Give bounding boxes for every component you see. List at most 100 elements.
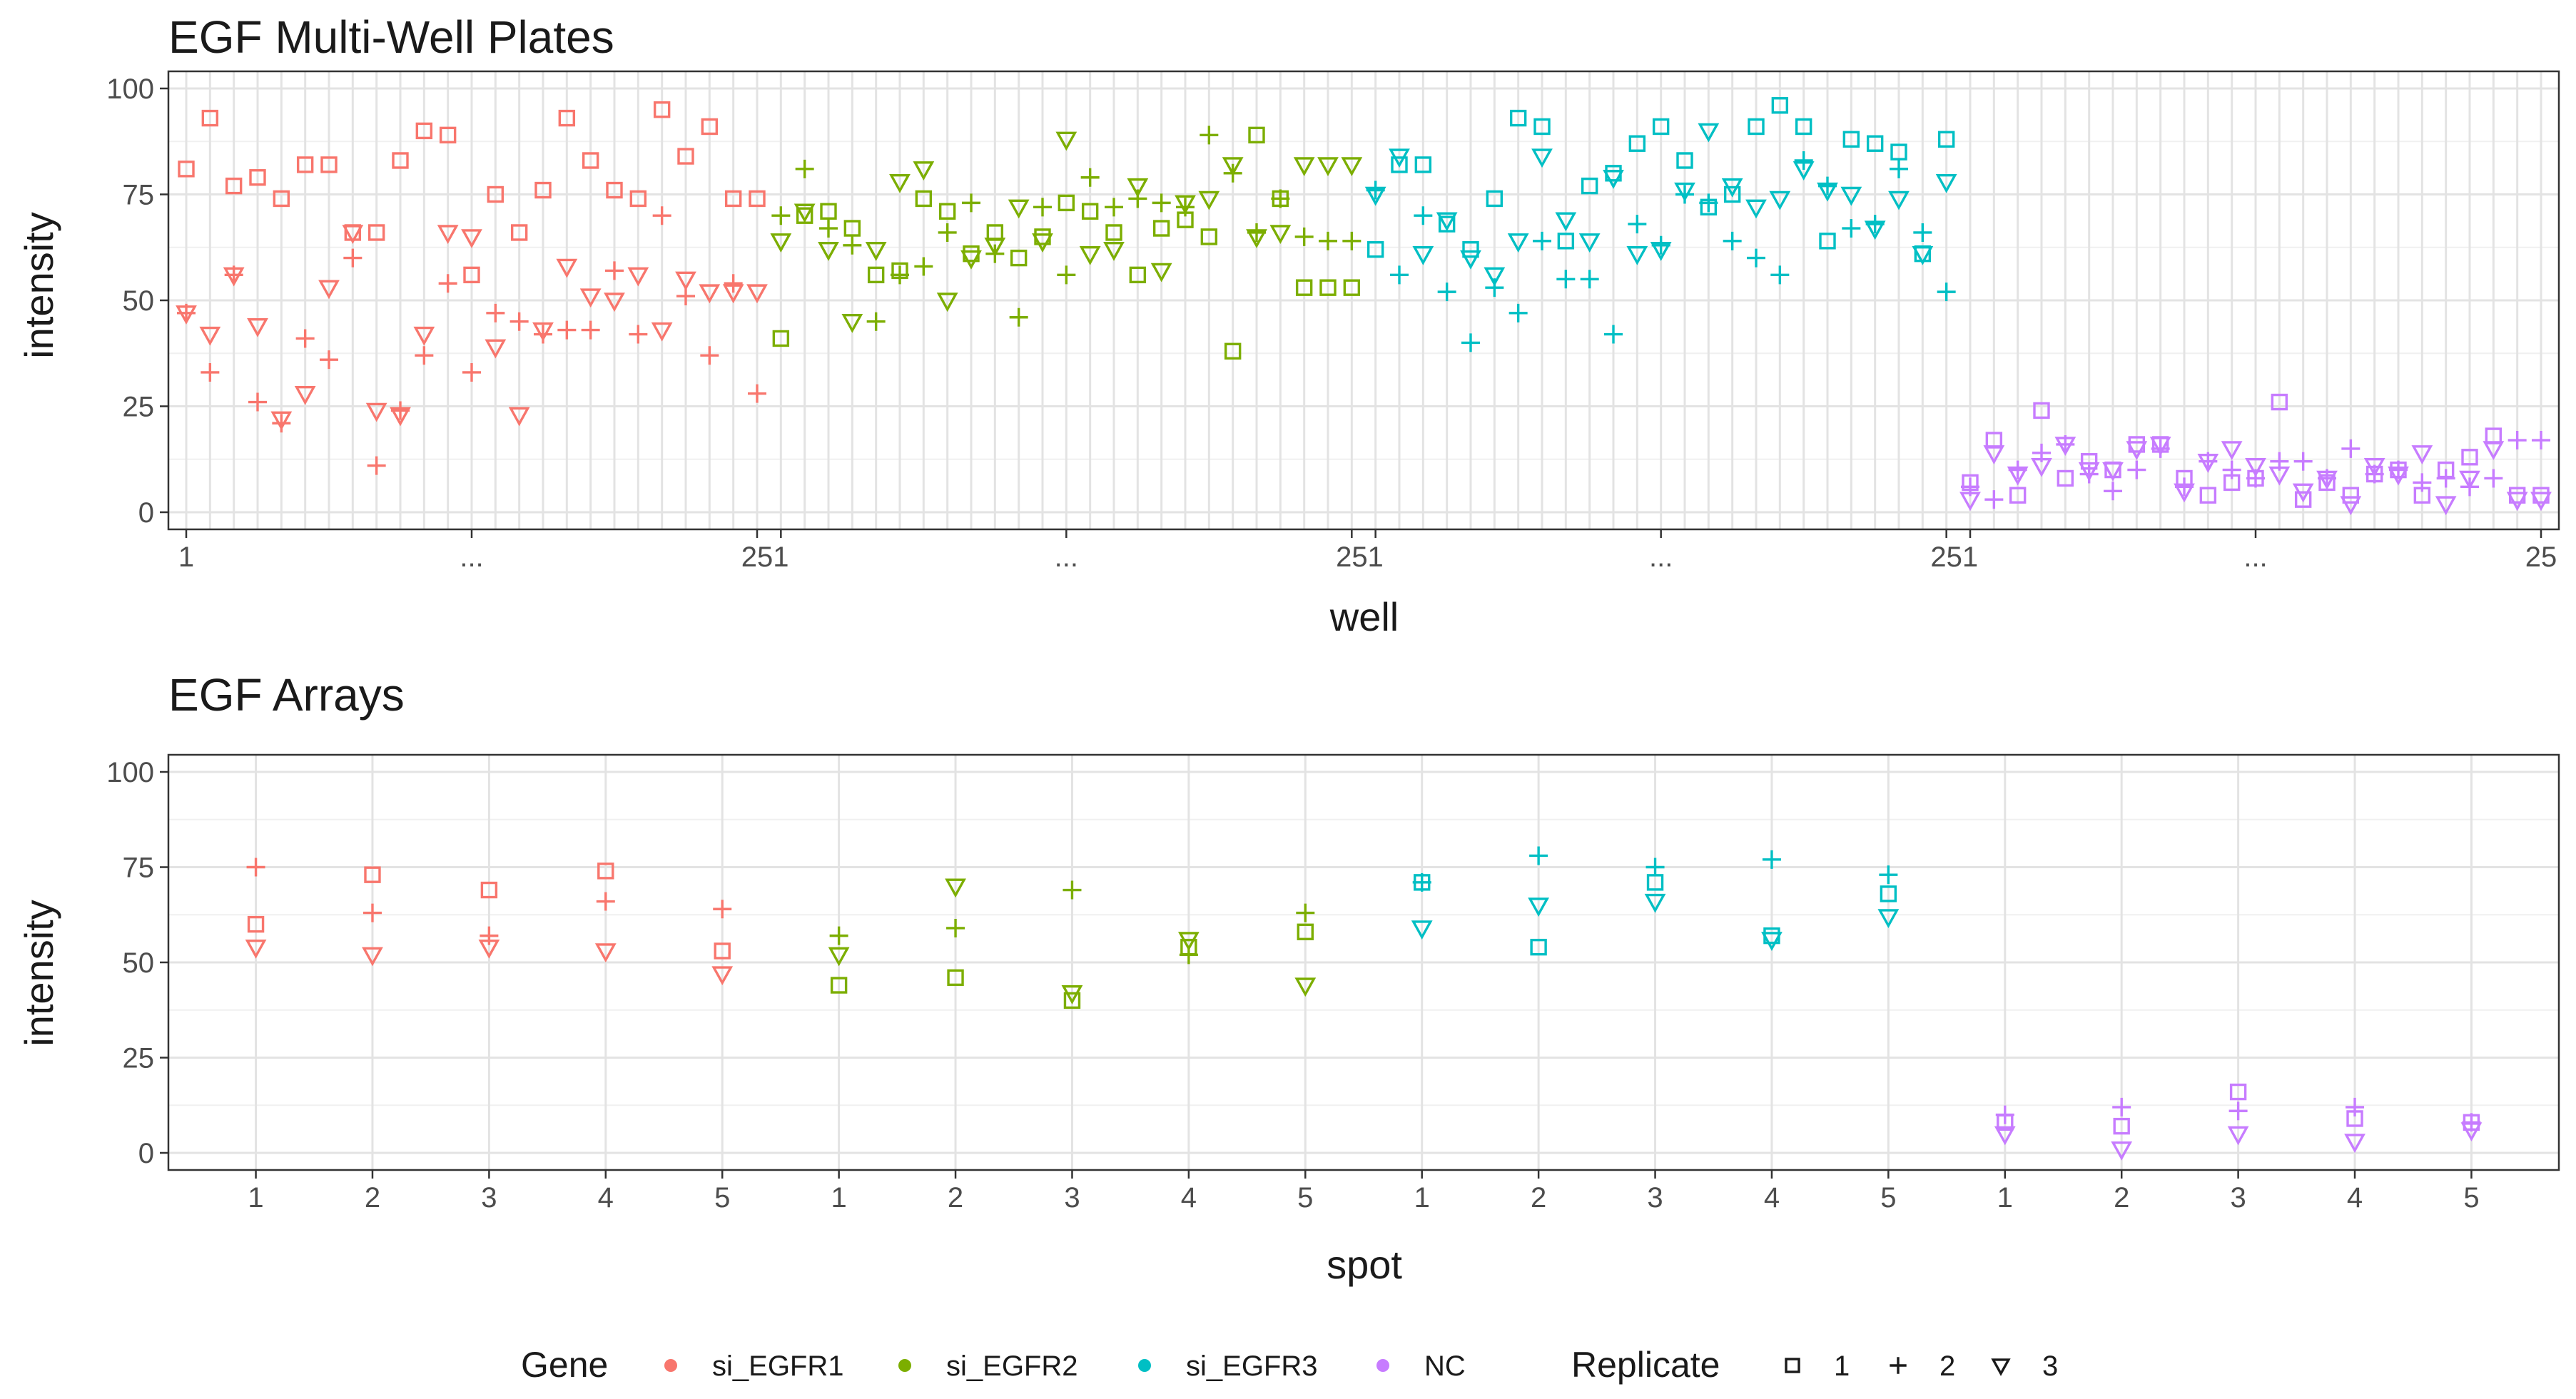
data-point (1984, 490, 2004, 509)
data-point (945, 878, 966, 898)
data-point (1529, 846, 1548, 865)
legend-replicate-label: 2 (1939, 1350, 1955, 1382)
x-tick-label: ... (1055, 541, 1078, 573)
data-point (2127, 460, 2146, 479)
data-point (1057, 265, 1076, 285)
data-point (2346, 1097, 2365, 1116)
data-point (2009, 487, 2027, 504)
data-point (1721, 178, 1743, 198)
data-point (1079, 245, 1101, 265)
data-point (1748, 118, 1765, 136)
data-point (248, 392, 267, 412)
data-point (1747, 248, 1765, 268)
data-point (652, 206, 671, 225)
data-point (557, 320, 577, 340)
data-point (1556, 270, 1576, 289)
data-point (1877, 909, 1900, 929)
data-point (1461, 333, 1480, 352)
data-point (176, 305, 197, 325)
data-point (1008, 199, 1030, 219)
data-point (1792, 161, 1815, 180)
data-point (1222, 157, 1244, 177)
data-point (2483, 441, 2505, 461)
data-point (714, 942, 731, 960)
data-point (1935, 173, 1957, 193)
data-point (1628, 215, 1647, 234)
data-point (2054, 437, 2076, 457)
data-point (1129, 266, 1147, 284)
data-point (597, 863, 614, 880)
data-point (772, 330, 790, 347)
data-point (1557, 233, 1575, 250)
data-point (1959, 492, 1981, 512)
data-point (866, 312, 886, 331)
data-point (1866, 135, 1884, 152)
data-point (486, 303, 505, 322)
data-point (1937, 131, 1955, 148)
y-tick-label: 100 (106, 757, 154, 788)
data-point (1646, 858, 1665, 877)
data-point (1578, 233, 1601, 253)
data-point (2484, 469, 2503, 488)
data-point (793, 203, 816, 223)
data-point (1177, 932, 1200, 952)
data-point (461, 229, 482, 249)
data-point (532, 322, 554, 342)
data-point (318, 280, 340, 300)
data-point (629, 190, 647, 208)
x-tick-label: 2 (365, 1182, 380, 1214)
data-point (1317, 157, 1339, 177)
data-point (1103, 242, 1125, 261)
x-tick-label: 25 (2525, 541, 2557, 573)
data-point (722, 284, 744, 304)
data-point (1200, 126, 1219, 145)
data-point (1913, 223, 1932, 242)
data-point (1580, 270, 1599, 289)
data-point (201, 362, 220, 382)
y-tick-label: 0 (138, 497, 154, 529)
data-point (711, 966, 734, 986)
data-point (713, 900, 732, 919)
data-point (770, 233, 792, 253)
data-point (365, 402, 387, 422)
data-point (1248, 126, 1265, 144)
data-point (938, 223, 957, 242)
data-point (699, 284, 721, 304)
x-tick-label: 1 (1997, 1182, 2013, 1214)
data-point (700, 346, 719, 365)
data-point (1198, 190, 1220, 210)
x-tick-label: ... (2243, 541, 2267, 573)
data-point (1200, 228, 1218, 245)
data-point (509, 312, 529, 331)
data-point (343, 248, 362, 268)
data-point (1081, 203, 1099, 220)
data-point (2112, 1097, 2131, 1116)
x-tick-label: 5 (2463, 1182, 2479, 1214)
data-point (247, 317, 268, 337)
data-point (819, 219, 838, 238)
x-tick-label: ... (1649, 541, 1673, 573)
data-point (629, 325, 648, 344)
data-point (1063, 992, 1081, 1009)
data-point (1412, 873, 1431, 892)
data-point (830, 977, 848, 994)
data-point (1994, 1126, 2016, 1146)
data-point (295, 329, 315, 348)
data-point (1888, 190, 1910, 210)
x-tick-label: 1 (1368, 541, 1384, 573)
data-point (2199, 487, 2217, 504)
x-tick-label: 1 (773, 541, 788, 573)
data-point (1912, 245, 1934, 265)
data-point (1581, 177, 1598, 195)
data-point (1864, 220, 1886, 240)
data-point (2363, 457, 2385, 477)
data-point (984, 238, 1006, 257)
data-point (960, 250, 982, 270)
data-point (2388, 466, 2409, 486)
data-point (413, 326, 435, 346)
data-point (2293, 452, 2313, 471)
legend-replicate-label: 3 (2042, 1350, 2058, 1382)
data-point (867, 266, 885, 284)
data-point (485, 339, 507, 359)
